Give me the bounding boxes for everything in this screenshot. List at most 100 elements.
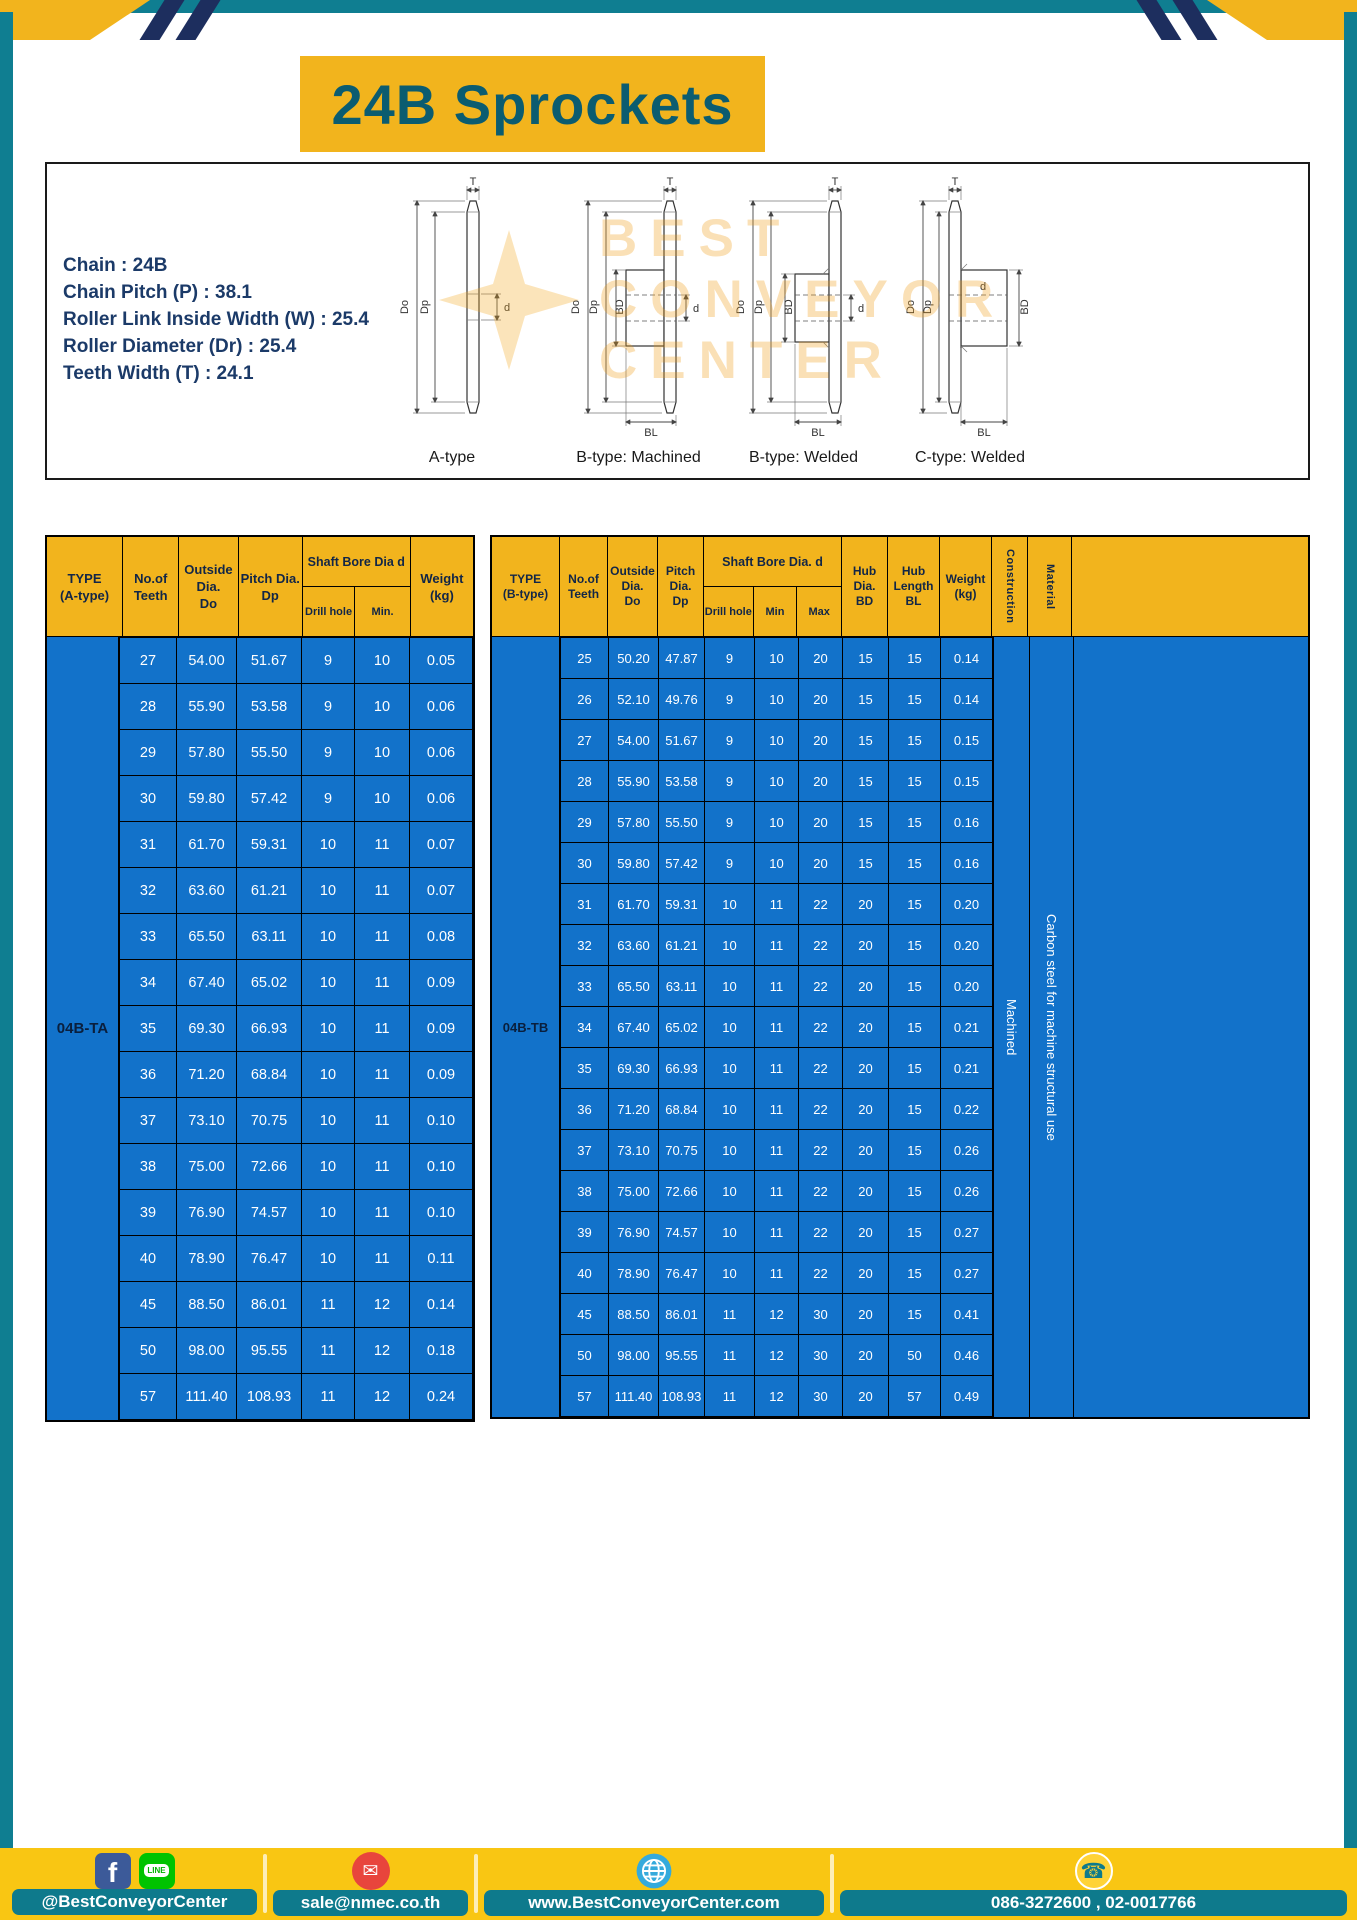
header-max: Max [808, 605, 830, 618]
header-min: Min [754, 587, 798, 636]
table-cell: 57 [888, 1375, 941, 1417]
page-title: 24B Sprockets [331, 72, 734, 136]
table-row: 39 76.90 74.57 10 11 0.10 [119, 1189, 473, 1236]
table-row: 28 55.90 53.58 9 10 20 15 15 0.15 [560, 760, 993, 802]
table-cell: 10 [301, 1189, 355, 1236]
table-cell: 50.20 [608, 637, 659, 679]
table-cell: 0.14 [940, 678, 993, 720]
table-cell: 30 [560, 842, 609, 884]
table-cell: 111.40 [176, 1373, 237, 1420]
table-cell: 53.58 [658, 760, 705, 802]
table-cell: 20 [798, 719, 843, 761]
header-drill-hole: Drill hole [704, 587, 754, 636]
table-cell: 98.00 [176, 1327, 237, 1374]
table-cell: 15 [842, 678, 889, 720]
table-cell: 59.80 [608, 842, 659, 884]
header-weight: Weight (kg) [940, 537, 992, 636]
footer-website-section: www.BestConveyorCenter.com [484, 1852, 824, 1916]
table-cell: 20 [842, 1375, 889, 1417]
table-cell: 11 [754, 1129, 799, 1171]
table-cell: 61.21 [658, 924, 705, 966]
footer-phone-section: ☎ 086-3272600 , 02-0017766 [840, 1852, 1347, 1916]
table-cell: 66.93 [658, 1047, 705, 1089]
table-cell: 10 [754, 760, 799, 802]
table-cell: 22 [798, 1129, 843, 1171]
table-b-spacer [1073, 637, 1308, 1417]
table-cell: 40 [119, 1235, 177, 1282]
phone-numbers: 086-3272600 , 02-0017766 [840, 1890, 1347, 1916]
table-cell: 10 [301, 1051, 355, 1098]
table-cell: 75.00 [176, 1143, 237, 1190]
table-cell: 27 [560, 719, 609, 761]
table-cell: 0.27 [940, 1211, 993, 1253]
table-cell: 15 [888, 965, 941, 1007]
table-row: 38 75.00 72.66 10 11 0.10 [119, 1143, 473, 1190]
header-outside-dia: Outside Dia. Do [608, 537, 658, 636]
corner-decoration-left [0, 0, 150, 40]
table-cell: 0.20 [940, 965, 993, 1007]
spec-line-roller-width: Roller Link Inside Width (W) : 25.4 [63, 309, 369, 330]
table-cell: 0.24 [409, 1373, 473, 1420]
table-row: 30 59.80 57.42 9 10 20 15 15 0.16 [560, 842, 993, 884]
table-cell: 0.41 [940, 1293, 993, 1335]
table-cell: 35 [560, 1047, 609, 1089]
table-row: 26 52.10 49.76 9 10 20 15 15 0.14 [560, 678, 993, 720]
table-cell: 66.93 [236, 1005, 302, 1052]
table-b-type: TYPE (B-type) No.of Teeth Outside Dia. D… [490, 535, 1310, 1419]
table-cell: 61.70 [176, 821, 237, 868]
table-cell: 70.75 [236, 1097, 302, 1144]
table-cell: 95.55 [236, 1327, 302, 1374]
table-b-body: 04B-TB 25 50.20 47.87 9 10 20 15 15 0.14 26 52.10 4… [492, 637, 1308, 1417]
table-cell: 61.21 [236, 867, 302, 914]
diagram-b-type-machined: T Do Dp BD [566, 176, 711, 467]
table-cell: 57.42 [236, 775, 302, 822]
table-cell: 71.20 [608, 1088, 659, 1130]
social-handle: @BestConveyorCenter [12, 1889, 257, 1915]
table-cell: 11 [354, 821, 410, 868]
table-row: 30 59.80 57.42 9 10 0.06 [119, 775, 473, 822]
c-type-welded-drawing: T Do Dp BD d [905, 176, 1031, 439]
diagram-caption: A-type [428, 449, 476, 466]
table-cell: 9 [704, 760, 755, 802]
dim-label-t: T [667, 176, 674, 188]
table-cell: 15 [888, 760, 941, 802]
table-cell: 26 [560, 678, 609, 720]
table-cell: 0.07 [409, 821, 473, 868]
table-cell: 74.57 [236, 1189, 302, 1236]
table-cell: 11 [754, 965, 799, 1007]
table-cell: 61.70 [608, 883, 659, 925]
table-cell: 11 [704, 1375, 755, 1417]
header-hub-length: Hub Length BL [888, 537, 940, 636]
table-cell: 0.08 [409, 913, 473, 960]
table-cell: 15 [842, 842, 889, 884]
table-cell: 22 [798, 965, 843, 1007]
table-cell: 55.90 [176, 683, 237, 730]
table-row: 40 78.90 76.47 10 11 22 20 15 0.27 [560, 1252, 993, 1294]
email-address: sale@nmec.co.th [273, 1890, 468, 1916]
table-cell: 11 [754, 883, 799, 925]
table-a-body: 04B-TA 27 54.00 51.67 9 10 0.05 28 55.90 53.58 9 1… [47, 637, 473, 1420]
table-cell: 65.02 [236, 959, 302, 1006]
table-cell: 28 [560, 760, 609, 802]
table-row: 32 63.60 61.21 10 11 22 20 15 0.20 [560, 924, 993, 966]
footer-divider [263, 1854, 267, 1913]
table-cell: 57 [560, 1375, 609, 1417]
table-cell: 37 [119, 1097, 177, 1144]
dim-label-bl: BL [644, 427, 657, 438]
table-cell: 0.10 [409, 1143, 473, 1190]
table-cell: 0.09 [409, 1005, 473, 1052]
table-cell: 20 [798, 678, 843, 720]
footer: f LINE @BestConveyorCenter ✉ sale@nmec.c… [0, 1848, 1357, 1920]
table-cell: 65.50 [176, 913, 237, 960]
table-cell: 36 [560, 1088, 609, 1130]
type-value-a: 04B-TA [47, 637, 119, 1420]
table-cell: 11 [704, 1293, 755, 1335]
table-cell: 30 [798, 1334, 843, 1376]
table-cell: 33 [560, 965, 609, 1007]
table-cell: 0.07 [409, 867, 473, 914]
table-row: 29 57.80 55.50 9 10 20 15 15 0.16 [560, 801, 993, 843]
dim-label-t: T [832, 176, 839, 188]
b-type-welded-drawing: T Do Dp BD [735, 176, 864, 439]
table-cell: 22 [798, 924, 843, 966]
table-cell: 9 [704, 637, 755, 679]
